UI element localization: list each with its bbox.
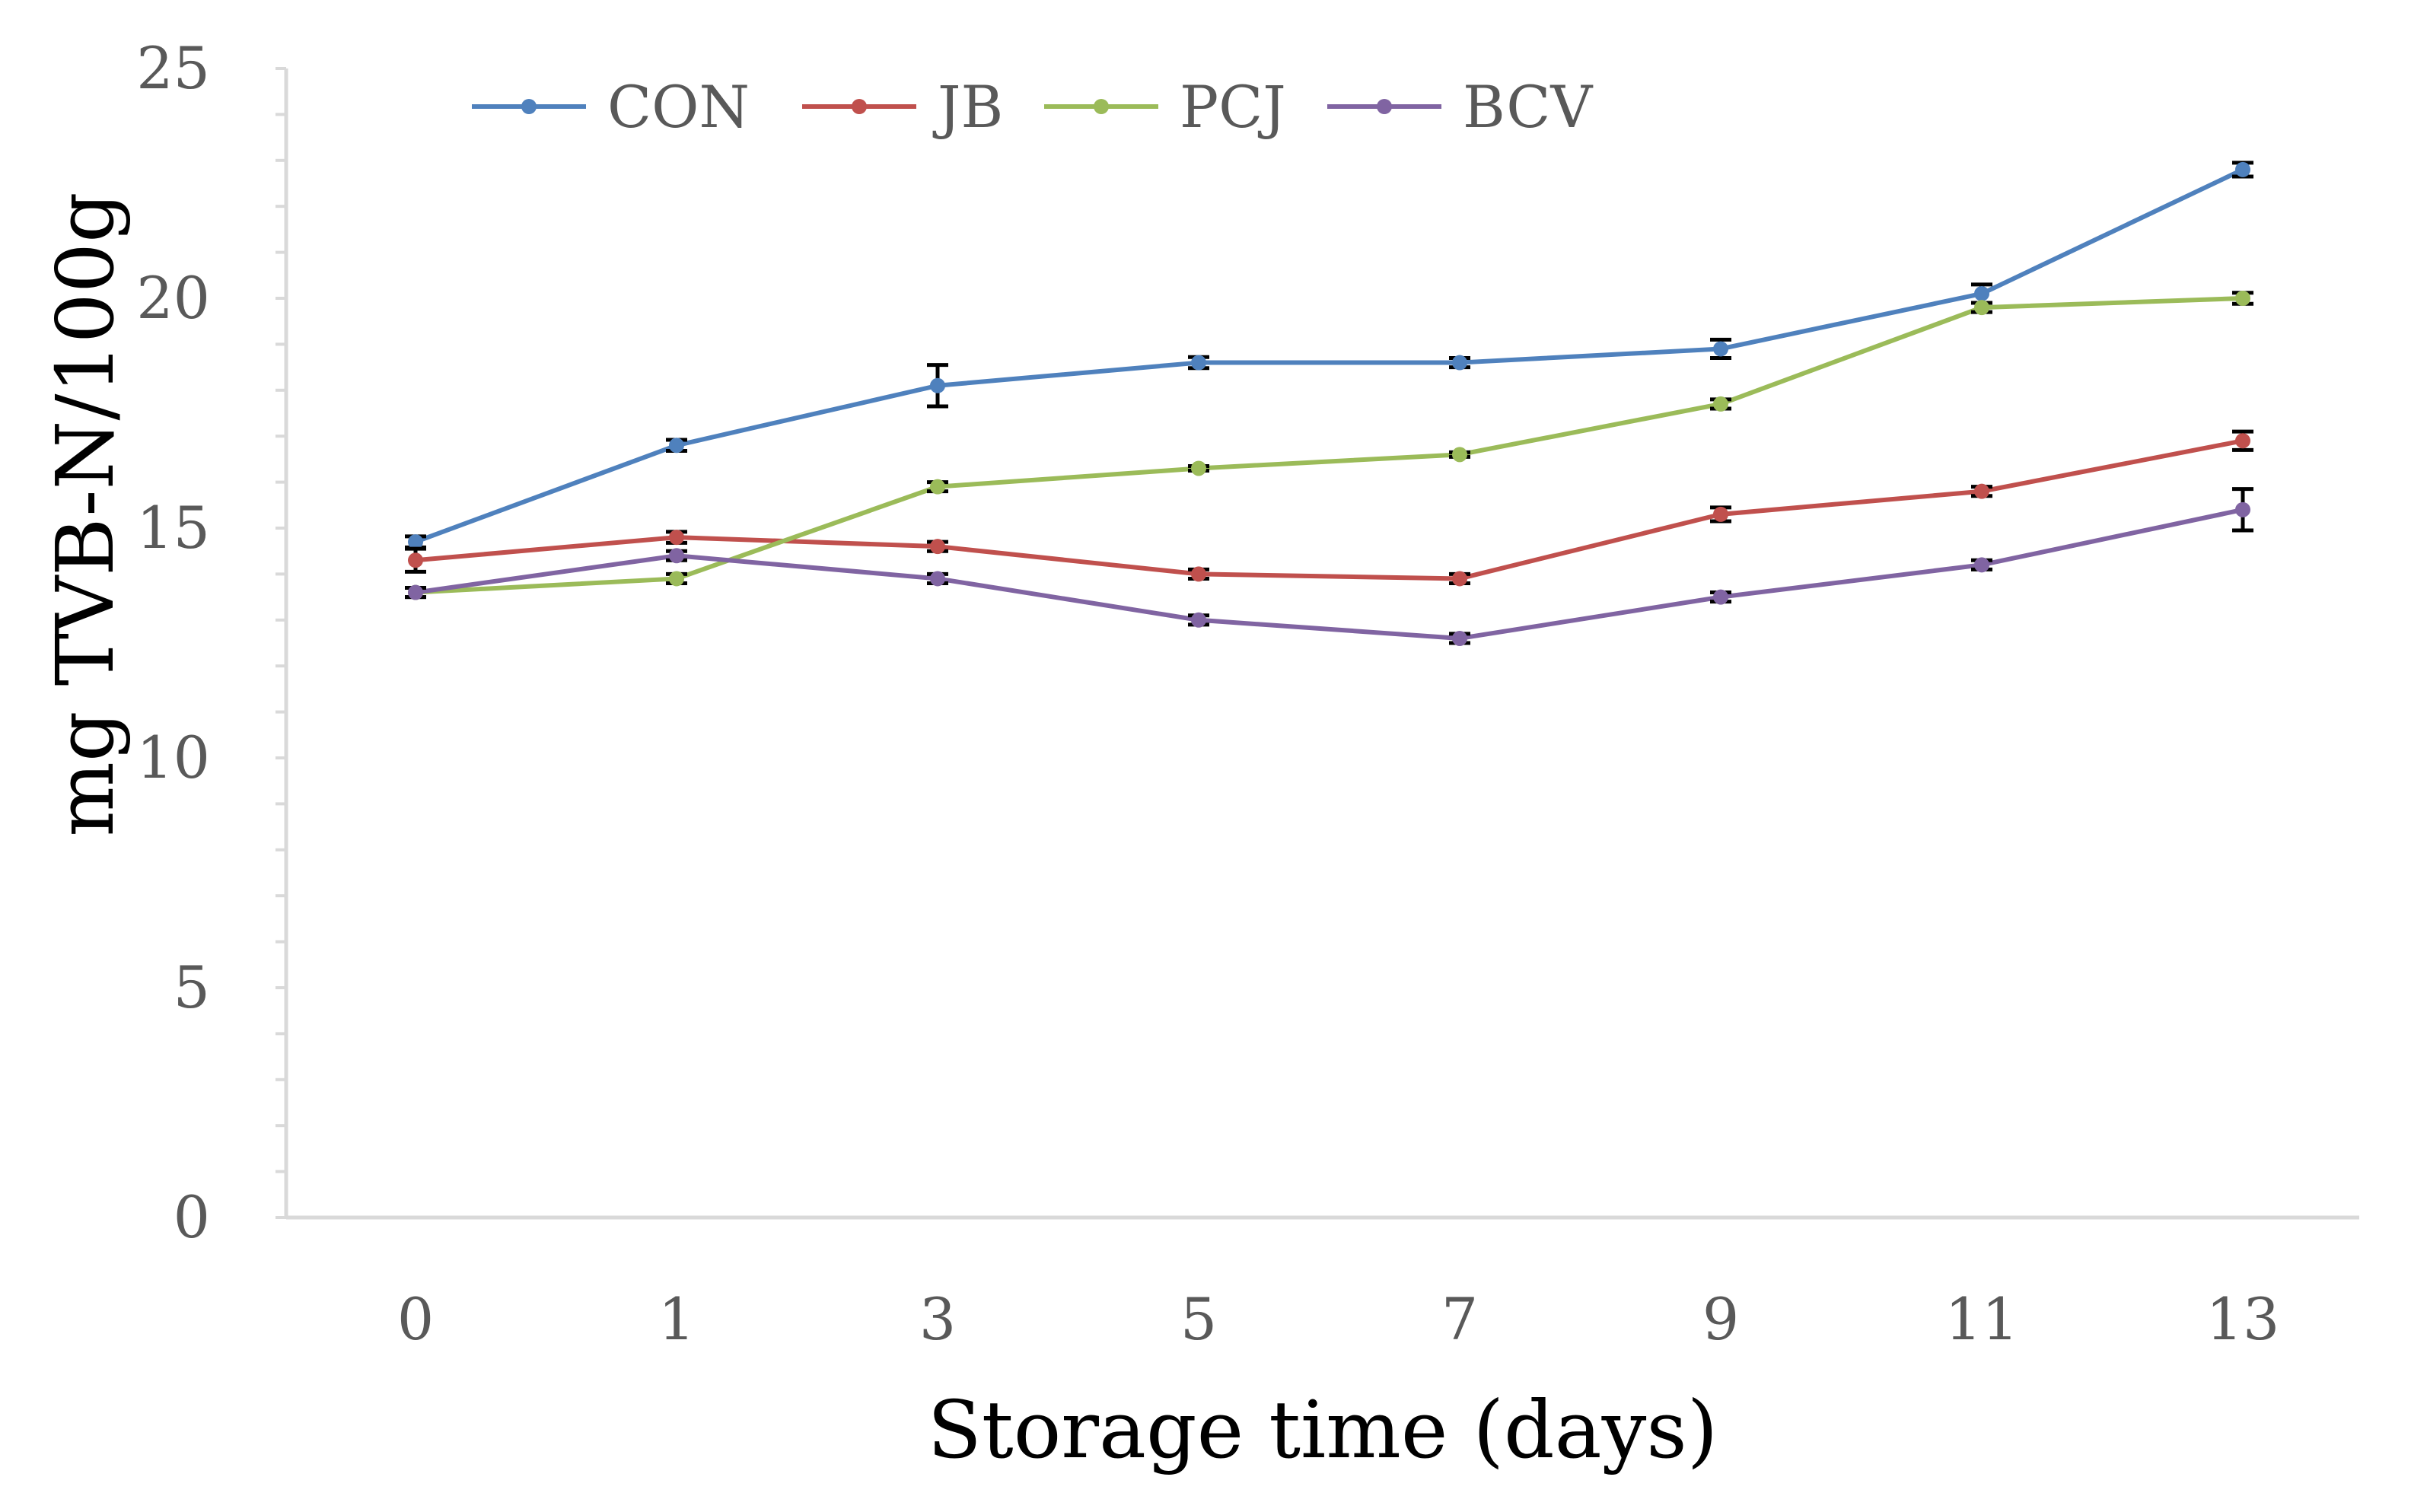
y-axis-title: mg TVB-N/100g — [39, 192, 132, 836]
legend-item-jb: JB — [802, 73, 1003, 141]
data-point-jb — [1452, 571, 1467, 587]
legend-item-bcv: BCV — [1327, 73, 1593, 141]
legend-swatch-marker — [521, 99, 537, 114]
series-line-jb — [415, 438, 2244, 581]
legend-swatch-marker — [1377, 99, 1392, 114]
data-point-jb — [1191, 566, 1206, 582]
data-point-bcv — [2235, 501, 2250, 517]
data-point-con — [408, 534, 423, 550]
data-point-pcj — [2235, 291, 2250, 306]
y-tick-label: 20 — [136, 264, 210, 332]
data-point-pcj — [1713, 396, 1728, 412]
legend-label: CON — [607, 73, 750, 141]
series-jb — [405, 429, 2253, 587]
y-tick-label: 25 — [136, 34, 210, 102]
data-point-bcv — [1191, 612, 1206, 628]
x-tick-label: 9 — [1702, 1285, 1739, 1353]
data-point-bcv — [1713, 589, 1728, 605]
legend-swatch-marker — [852, 99, 867, 114]
y-tick-label: 15 — [136, 494, 210, 562]
x-tick-label: 0 — [397, 1285, 434, 1353]
data-point-bcv — [930, 571, 945, 587]
data-point-con — [1452, 355, 1467, 371]
series-line-pcj — [415, 296, 2244, 595]
x-tick-label: 11 — [1945, 1285, 2019, 1353]
data-point-bcv — [1974, 557, 1989, 573]
data-point-bcv — [669, 548, 684, 564]
x-tick-label: 3 — [919, 1285, 956, 1353]
series-layer — [405, 161, 2253, 646]
data-point-jb — [930, 539, 945, 555]
x-tick-label: 13 — [2206, 1285, 2280, 1353]
series-pcj — [405, 291, 2253, 600]
legend-swatch-marker — [1094, 99, 1109, 114]
x-tick-label: 1 — [658, 1285, 695, 1353]
data-point-con — [930, 377, 945, 393]
legend-label: BCV — [1463, 73, 1593, 141]
x-axis-title: Storage time (days) — [928, 1383, 1718, 1476]
y-tick-label: 10 — [136, 724, 210, 791]
x-tick-label: 5 — [1180, 1285, 1217, 1353]
series-bcv — [405, 487, 2253, 646]
data-point-jb — [408, 552, 423, 568]
legend-item-pcj: PCJ — [1044, 73, 1286, 141]
x-tick-label: 7 — [1441, 1285, 1478, 1353]
data-point-pcj — [1974, 300, 1989, 316]
y-axis-ticks — [275, 67, 286, 1219]
data-point-pcj — [930, 479, 945, 495]
legend-label: PCJ — [1180, 73, 1286, 141]
series-line-bcv — [415, 507, 2244, 641]
data-point-con — [1974, 285, 1989, 301]
data-point-con — [1713, 341, 1728, 357]
data-point-bcv — [1452, 630, 1467, 646]
series-con — [405, 161, 2253, 550]
data-point-jb — [2235, 433, 2250, 449]
data-point-pcj — [1452, 447, 1467, 463]
data-point-pcj — [669, 571, 684, 587]
data-point-con — [2235, 161, 2250, 177]
data-point-con — [669, 438, 684, 454]
data-point-pcj — [1191, 460, 1206, 476]
series-line-con — [414, 167, 2244, 544]
data-point-bcv — [408, 584, 423, 600]
y-axis-tick-labels: 0 5 10 15 20 25 — [136, 34, 210, 1251]
x-axis-tick-labels: 0 1 3 5 7 9 11 13 — [397, 1285, 2280, 1353]
y-tick-label: 5 — [174, 953, 210, 1021]
data-point-jb — [1974, 483, 1989, 499]
data-point-jb — [669, 530, 684, 546]
y-tick-label: 0 — [174, 1183, 210, 1251]
legend-label: JB — [932, 73, 1003, 141]
data-point-con — [1191, 355, 1206, 371]
legend-item-con: CON — [472, 73, 750, 141]
data-point-jb — [1713, 506, 1728, 522]
legend: CON JB PCJ BCV — [472, 73, 1593, 141]
